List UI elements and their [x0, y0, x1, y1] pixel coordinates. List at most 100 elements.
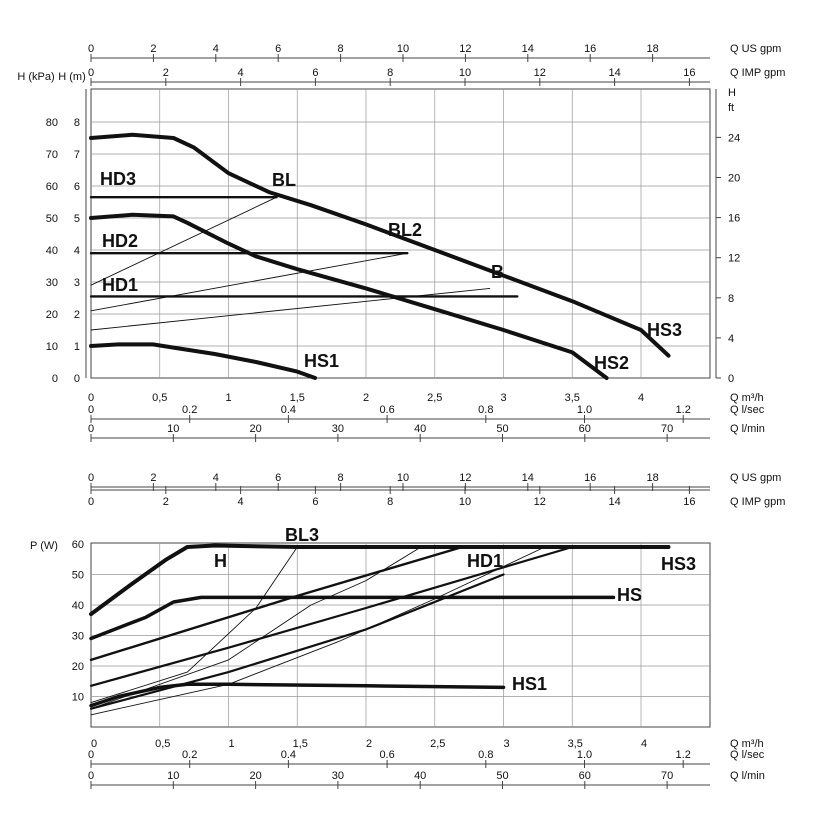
- lower-lpm-tick: 40: [414, 770, 426, 782]
- upper-lps-label: Q l/sec: [730, 404, 765, 416]
- upper-y-m-tick: 0: [74, 373, 80, 385]
- lower-x-tick: 2,5: [430, 738, 445, 750]
- lower-us-gpm-label: Q US gpm: [730, 472, 781, 484]
- upper-us-gpm-tick: 18: [646, 43, 658, 55]
- upper-series-b: [90, 287, 491, 331]
- upper-x-tick: 3,5: [565, 392, 580, 404]
- upper-y-m-tick: 7: [74, 149, 80, 161]
- upper-lps-tick: 0: [88, 404, 94, 416]
- label-hs-power: HS: [617, 585, 642, 605]
- upper-series-hs2: [89, 212, 609, 380]
- lower-y-tick: 20: [72, 661, 84, 673]
- lower-series: [89, 543, 671, 716]
- lower-imp-gpm-tick: 10: [459, 496, 471, 508]
- lower-lpm-tick: 30: [332, 770, 344, 782]
- upper-series-hs1: [89, 342, 318, 380]
- lower-us-gpm-tick: 12: [459, 472, 471, 484]
- lower-y-tick: 50: [72, 570, 84, 582]
- upper-us-gpm-tick: 6: [275, 43, 281, 55]
- lower-us-gpm-tick: 6: [275, 472, 281, 484]
- upper-y-kpa-tick: 40: [46, 245, 58, 257]
- lower-lps-tick: 1.0: [577, 749, 592, 761]
- upper-imp-gpm-tick: 14: [608, 67, 620, 79]
- lower-imp-gpm-tick: 8: [387, 496, 393, 508]
- lower-series-line-5: [89, 573, 505, 710]
- lower-us-gpm-tick: 14: [522, 472, 534, 484]
- lower-lpm-tick: 10: [167, 770, 179, 782]
- upper-x-tick: 4: [638, 392, 644, 404]
- label-bl3: BL3: [285, 525, 319, 545]
- lower-lps-tick: 0.6: [379, 749, 394, 761]
- lower-grid: [90, 542, 711, 728]
- lower-us-gpm-tick: 4: [213, 472, 219, 484]
- upper-us-gpm-tick: 4: [213, 43, 219, 55]
- upper-y-m-tick: 1: [74, 341, 80, 353]
- upper-x-tick: 3: [500, 392, 506, 404]
- upper-x-label: Q m³/h: [730, 392, 764, 404]
- upper-y-ft-tick: 0: [728, 373, 734, 385]
- upper-series-bl2: [90, 252, 408, 312]
- lower-us-gpm-tick: 16: [584, 472, 596, 484]
- upper-y-ft-label-h: H: [728, 87, 736, 99]
- lower-x-tick: 0: [91, 738, 97, 750]
- upper-x-tick: 0,5: [152, 392, 167, 404]
- label-hs3-power: HS3: [661, 554, 696, 574]
- upper-y-m-tick: 4: [74, 245, 80, 257]
- lower-y-tick: 40: [72, 600, 84, 612]
- upper-imp-gpm-tick: 2: [163, 67, 169, 79]
- upper-lpm-label: Q l/min: [730, 423, 765, 435]
- lower-x-tick: 1,5: [293, 738, 308, 750]
- lower-series-line-8: [90, 546, 546, 716]
- upper-lps-tick: 1.0: [577, 404, 592, 416]
- upper-lps-tick: 0.8: [478, 404, 493, 416]
- upper-us-gpm-tick: 0: [88, 43, 94, 55]
- lower-lpm-tick: 0: [88, 770, 94, 782]
- lower-series-hs3: [89, 543, 671, 617]
- lower-lps-label: Q l/sec: [730, 749, 765, 761]
- upper-y-ft-tick: 16: [728, 213, 740, 225]
- lower-lps-tick: 0: [88, 749, 94, 761]
- lower-series-line-7: [90, 546, 298, 704]
- upper-lpm-tick: 10: [167, 423, 179, 435]
- lower-x-label: Q m³/h: [730, 738, 764, 750]
- upper-imp-gpm-tick: 4: [238, 67, 244, 79]
- lower-x-tick: 3,5: [568, 738, 583, 750]
- upper-imp-gpm-label: Q IMP gpm: [730, 67, 785, 79]
- lower-series-hd1: [89, 545, 464, 662]
- lower-series-hs: [89, 595, 616, 641]
- upper-lpm-tick: 40: [414, 423, 426, 435]
- upper-grid: [90, 88, 711, 379]
- upper-y-ft-tick: 8: [728, 293, 734, 305]
- upper-us-gpm-tick: 12: [459, 43, 471, 55]
- upper-lps-tick: 0.6: [379, 404, 394, 416]
- upper-y-ft-tick: 20: [728, 173, 740, 185]
- lower-us-gpm-tick: 0: [88, 472, 94, 484]
- upper-imp-gpm-tick: 0: [88, 67, 94, 79]
- upper-us-gpm-tick: 8: [338, 43, 344, 55]
- upper-imp-gpm-tick: 10: [459, 67, 471, 79]
- upper-y-kpa-tick: 80: [46, 117, 58, 129]
- lower-series-line-6: [90, 546, 422, 710]
- upper-lpm-tick: 20: [249, 423, 261, 435]
- upper-imp-gpm-tick: 12: [534, 67, 546, 79]
- lower-imp-gpm-tick: 6: [312, 496, 318, 508]
- label-hd2: HD2: [102, 231, 138, 251]
- upper-y-kpa-tick: 20: [46, 309, 58, 321]
- lower-lpm-label: Q l/min: [730, 770, 765, 782]
- lower-imp-gpm-tick: 4: [238, 496, 244, 508]
- label-hd1-power: HD1: [467, 551, 503, 571]
- upper-x-tick: 1: [225, 392, 231, 404]
- upper-lpm-tick: 0: [88, 423, 94, 435]
- lower-lpm-tick: 20: [249, 770, 261, 782]
- label-hs3: HS3: [647, 320, 682, 340]
- lower-imp-gpm-tick: 0: [88, 496, 94, 508]
- upper-y-m-tick: 2: [74, 309, 80, 321]
- lower-lps-tick: 1.2: [676, 749, 691, 761]
- lower-plot-frame: [90, 542, 711, 728]
- lower-lps-tick: 0.4: [281, 749, 296, 761]
- upper-lpm-tick: 30: [332, 423, 344, 435]
